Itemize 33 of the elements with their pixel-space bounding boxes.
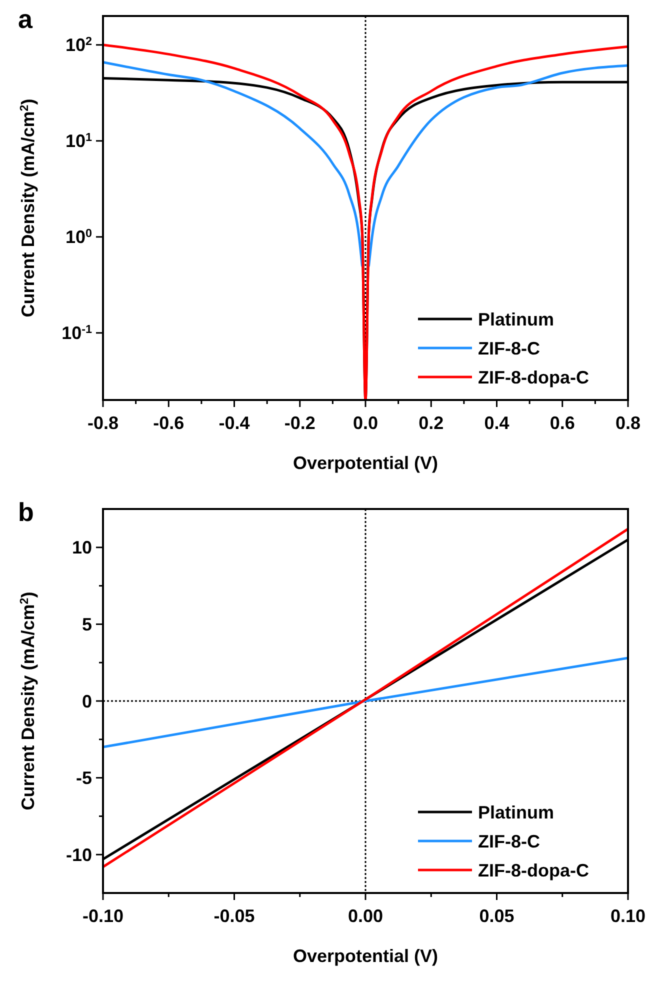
y-tick-label: 10$^{-1}$ <box>62 322 92 344</box>
x-tick-label: 0.8 <box>615 413 641 433</box>
x-axis-title: Overpotential (V) <box>292 946 438 966</box>
legend-label: ZIF-8-dopa-C <box>478 860 589 880</box>
x-tick-label: 0.2 <box>418 413 444 433</box>
x-tick-label: 0.10 <box>610 906 646 926</box>
x-tick-label: -0.2 <box>284 413 316 433</box>
x-tick-label: 0.0 <box>352 413 378 433</box>
chart-title: b <box>18 497 34 527</box>
x-tick-label: -0.10 <box>82 906 124 926</box>
x-tick-label: 0.4 <box>484 413 510 433</box>
y-tick-label: 10$^{0}$ <box>65 226 92 248</box>
x-tick-label: 0.05 <box>479 906 514 926</box>
x-tick-label: 0.6 <box>550 413 575 433</box>
x-tick-label: -0.05 <box>214 906 255 926</box>
y-tick-label: 10$^{1}$ <box>65 130 92 152</box>
legend-label: ZIF-8-C <box>478 338 540 358</box>
legend-label: ZIF-8-C <box>478 831 540 852</box>
legend-label: Platinum <box>478 309 554 330</box>
y-tick-label: 10$^{2}$ <box>65 34 92 56</box>
y-tick-label: 0 <box>82 691 92 712</box>
x-tick-label: -0.6 <box>153 413 184 433</box>
y-tick-label: -10 <box>66 844 92 865</box>
x-tick-label: -0.4 <box>218 413 250 433</box>
chart-title: a <box>18 4 33 34</box>
y-tick-label: -5 <box>76 768 92 788</box>
x-axis-title: Overpotential (V) <box>292 453 438 473</box>
legend-label: Platinum <box>478 802 554 822</box>
y-tick-label: 5 <box>82 614 92 634</box>
legend-label: ZIF-8-dopa-C <box>478 367 589 388</box>
x-tick-label: -0.8 <box>87 413 119 433</box>
y-tick-label: 10 <box>72 538 92 558</box>
x-tick-label: 0.00 <box>348 906 384 926</box>
